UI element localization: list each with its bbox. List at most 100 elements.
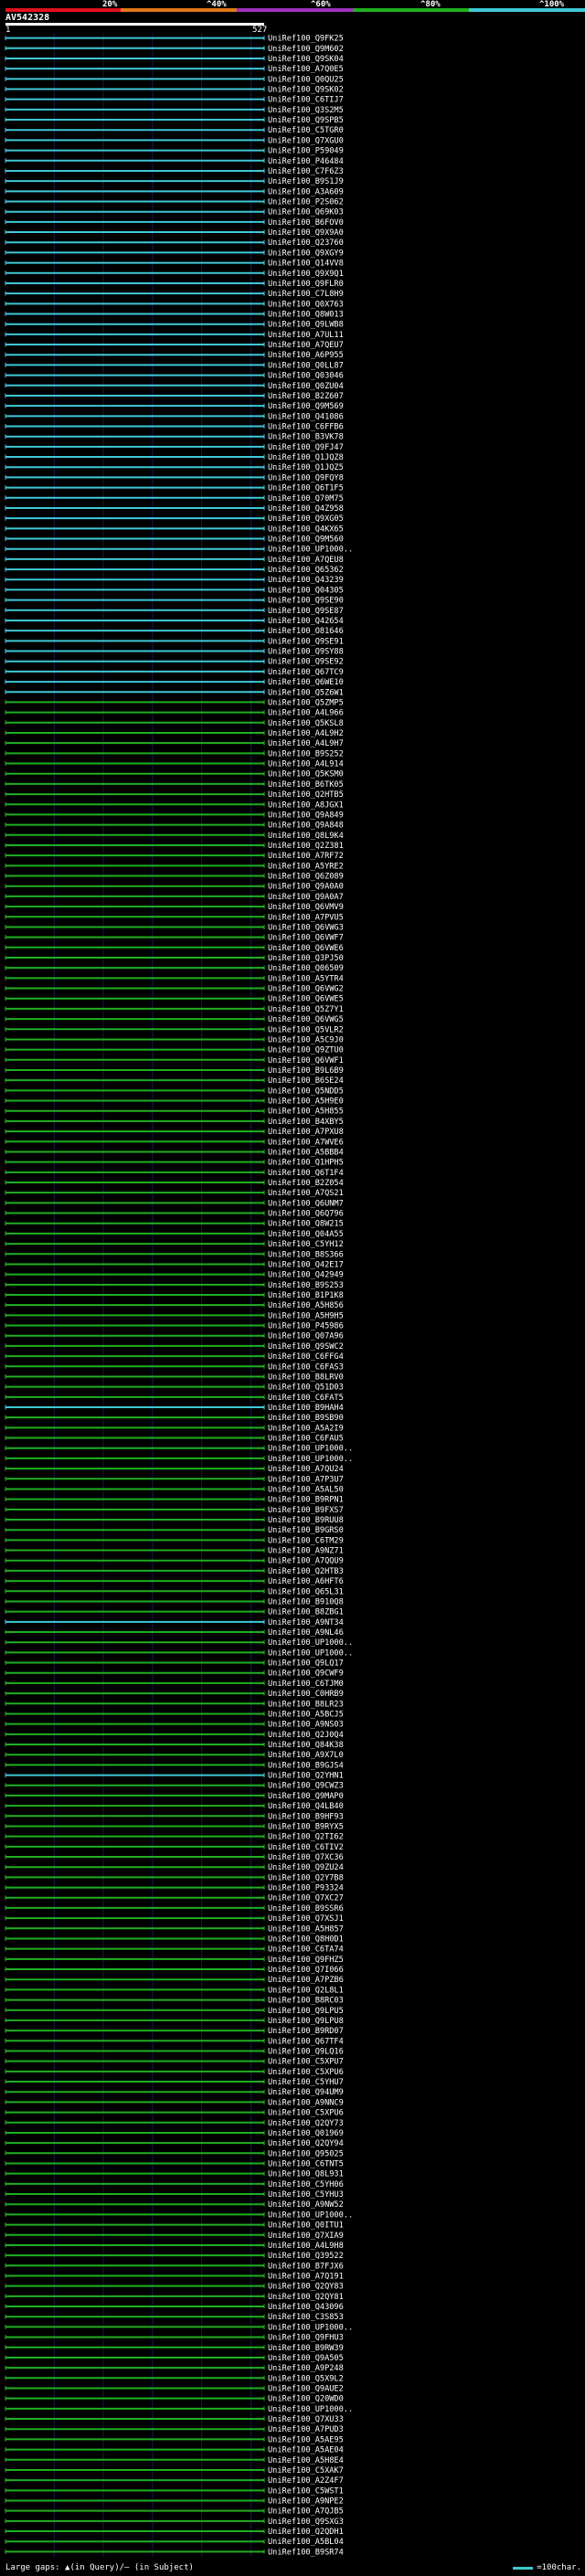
hit-label[interactable]: UniRef100_A7Q191: [268, 2272, 344, 2281]
hit-row[interactable]: UniRef100_Q42654: [5, 617, 344, 626]
hit-label[interactable]: UniRef100_P45986: [268, 1322, 344, 1331]
hit-label[interactable]: UniRef100_Q7XC36: [268, 1853, 344, 1862]
hit-row[interactable]: UniRef100_Q2QY81: [5, 2293, 344, 2302]
hit-row[interactable]: UniRef100_A7PVU5: [5, 913, 344, 922]
hit-label[interactable]: UniRef100_A4L9H8: [268, 2242, 344, 2251]
hit-row[interactable]: UniRef100_A7QEU7: [5, 341, 344, 350]
hit-row[interactable]: UniRef100_C6TIJ7: [5, 96, 344, 105]
hit-row[interactable]: UniRef100_Q8L931: [5, 2170, 344, 2179]
hit-label[interactable]: UniRef100_Q2QY81: [268, 2293, 344, 2302]
hit-label[interactable]: UniRef100_Q9SK04: [268, 55, 344, 64]
hit-row[interactable]: UniRef100_Q2Y7B8: [5, 1873, 344, 1882]
hit-label[interactable]: UniRef100_Q9LPU5: [268, 2007, 344, 2016]
hit-row[interactable]: UniRef100_Q9M569: [5, 402, 344, 411]
hit-label[interactable]: UniRef100_Q9A0A7: [268, 893, 344, 902]
hit-row[interactable]: UniRef100_Q6VWE6: [5, 944, 344, 953]
hit-label[interactable]: UniRef100_C5YHU7: [268, 2078, 344, 2087]
hit-label[interactable]: UniRef100_Q2HTB3: [268, 1567, 344, 1576]
hit-row[interactable]: UniRef100_Q9FHZ5: [5, 1956, 344, 1965]
hit-label[interactable]: UniRef100_B9S252: [268, 749, 344, 758]
hit-row[interactable]: UniRef100_UP1000..: [5, 1445, 353, 1454]
hit-label[interactable]: UniRef100_UP1000..: [268, 1445, 353, 1454]
hit-label[interactable]: UniRef100_A6HFT6: [268, 1577, 344, 1586]
hit-label[interactable]: UniRef100_C3S853: [268, 2313, 344, 2322]
hit-label[interactable]: UniRef100_A7QEU7: [268, 341, 344, 350]
hit-row[interactable]: UniRef100_Q9FLR0: [5, 280, 344, 289]
hit-label[interactable]: UniRef100_A5AL50: [268, 1485, 344, 1494]
hit-row[interactable]: UniRef100_A9X7L0: [5, 1751, 344, 1760]
hit-label[interactable]: UniRef100_Q5ZMP5: [268, 698, 344, 707]
hit-label[interactable]: UniRef100_Q2TI62: [268, 1833, 344, 1842]
hit-label[interactable]: UniRef100_Q9FJ47: [268, 443, 344, 452]
hit-label[interactable]: UniRef100_Q5X9L2: [268, 2374, 344, 2383]
hit-row[interactable]: UniRef100_B9SR74: [5, 2548, 344, 2557]
hit-label[interactable]: UniRef100_B9S253: [268, 1281, 344, 1290]
hit-row[interactable]: UniRef100_A5H9H5: [5, 1311, 344, 1320]
hit-label[interactable]: UniRef100_Q9SWC2: [268, 1342, 344, 1352]
hit-label[interactable]: UniRef100_Q43239: [268, 576, 344, 585]
hit-label[interactable]: UniRef100_Q6VWG3: [268, 923, 344, 932]
hit-row[interactable]: UniRef100_C6TNT5: [5, 2159, 344, 2168]
hit-label[interactable]: UniRef100_Q8L931: [268, 2170, 344, 2179]
hit-label[interactable]: UniRef100_Q0ZU04: [268, 382, 344, 391]
hit-label[interactable]: UniRef100_Q2YHN1: [268, 1772, 344, 1781]
hit-row[interactable]: UniRef100_B7FJX6: [5, 2262, 344, 2271]
hit-row[interactable]: UniRef100_Q9A849: [5, 811, 344, 820]
hit-label[interactable]: UniRef100_C7L8H9: [268, 290, 344, 299]
hit-label[interactable]: UniRef100_UP1000..: [268, 2405, 353, 2414]
hit-row[interactable]: UniRef100_Q4KX65: [5, 525, 344, 534]
hit-row[interactable]: UniRef100_Q41086: [5, 412, 344, 421]
hit-label[interactable]: UniRef100_Q9MAP0: [268, 1792, 344, 1801]
hit-row[interactable]: UniRef100_Q9SK02: [5, 86, 344, 95]
hit-label[interactable]: UniRef100_A5H8E4: [268, 2456, 344, 2465]
hit-label[interactable]: UniRef100_A9NW52: [268, 2200, 344, 2210]
hit-label[interactable]: UniRef100_B910Q8: [268, 1597, 344, 1606]
hit-label[interactable]: UniRef100_C6TIJ7: [268, 96, 344, 105]
hit-label[interactable]: UniRef100_Q6VWE5: [268, 995, 344, 1004]
hit-row[interactable]: UniRef100_C5TGR0: [5, 126, 344, 135]
hit-label[interactable]: UniRef100_A9NNC9: [268, 2098, 344, 2107]
hit-row[interactable]: UniRef100_C6FFB6: [5, 423, 344, 432]
hit-label[interactable]: UniRef100_Q0LL87: [268, 361, 344, 370]
hit-label[interactable]: UniRef100_B9S1J9: [268, 177, 344, 186]
hit-label[interactable]: UniRef100_Q9FHU3: [268, 2334, 344, 2343]
hit-row[interactable]: UniRef100_A2Z4F7: [5, 2476, 344, 2486]
hit-label[interactable]: UniRef100_Q5KSM0: [268, 770, 344, 779]
hit-row[interactable]: UniRef100_Q67TF4: [5, 2037, 344, 2046]
hit-row[interactable]: UniRef100_Q9SXG3: [5, 2518, 344, 2527]
hit-row[interactable]: UniRef100_Q5Z7Y1: [5, 1005, 344, 1014]
hit-label[interactable]: UniRef100_B6SE24: [268, 1076, 344, 1086]
hit-label[interactable]: UniRef100_Q9M560: [268, 535, 344, 545]
hit-label[interactable]: UniRef100_Q04305: [268, 586, 344, 595]
hit-label[interactable]: UniRef100_C5XPU7: [268, 2058, 344, 2067]
hit-label[interactable]: UniRef100_A4L966: [268, 709, 344, 718]
hit-row[interactable]: UniRef100_Q20WD0: [5, 2395, 344, 2404]
hit-row[interactable]: UniRef100_Q9CWZ3: [5, 1782, 344, 1791]
hit-label[interactable]: UniRef100_Q20WD0: [268, 2395, 344, 2404]
hit-label[interactable]: UniRef100_B6TK05: [268, 780, 344, 790]
hit-label[interactable]: UniRef100_Q6VMV9: [268, 903, 344, 912]
hit-row[interactable]: UniRef100_Q9SE91: [5, 637, 344, 646]
hit-row[interactable]: UniRef100_A7P3U7: [5, 1475, 344, 1484]
hit-row[interactable]: UniRef100_Q2QDH1: [5, 2528, 344, 2537]
hit-label[interactable]: UniRef100_Q39522: [268, 2252, 344, 2261]
hit-label[interactable]: UniRef100_A7WVE6: [268, 1138, 344, 1147]
hit-label[interactable]: UniRef100_Q6Q796: [268, 1210, 344, 1219]
hit-row[interactable]: UniRef100_A5H855: [5, 1108, 344, 1117]
hit-row[interactable]: UniRef100_C6FFG4: [5, 1352, 344, 1362]
hit-row[interactable]: UniRef100_Q0ITU1: [5, 2221, 344, 2231]
hit-label[interactable]: UniRef100_Q42949: [268, 1271, 344, 1280]
hit-label[interactable]: UniRef100_Q9SE92: [268, 658, 344, 667]
hit-label[interactable]: UniRef100_A5AE95: [268, 2435, 344, 2444]
hit-label[interactable]: UniRef100_Q9FK25: [268, 35, 344, 44]
hit-row[interactable]: UniRef100_Q04A55: [5, 1230, 344, 1239]
hit-row[interactable]: UniRef100_A7QU24: [5, 1465, 344, 1474]
hit-label[interactable]: UniRef100_C5XPU6: [268, 2109, 344, 2118]
hit-row[interactable]: UniRef100_C6FAT5: [5, 1394, 344, 1403]
hit-row[interactable]: UniRef100_Q23760: [5, 239, 344, 248]
hit-label[interactable]: UniRef100_P59049: [268, 147, 344, 156]
hit-row[interactable]: UniRef100_Q95025: [5, 2149, 344, 2158]
hit-label[interactable]: UniRef100_Q2Z381: [268, 842, 344, 851]
hit-label[interactable]: UniRef100_Q0X763: [268, 300, 344, 309]
hit-label[interactable]: UniRef100_Q9FHZ5: [268, 1956, 344, 1965]
